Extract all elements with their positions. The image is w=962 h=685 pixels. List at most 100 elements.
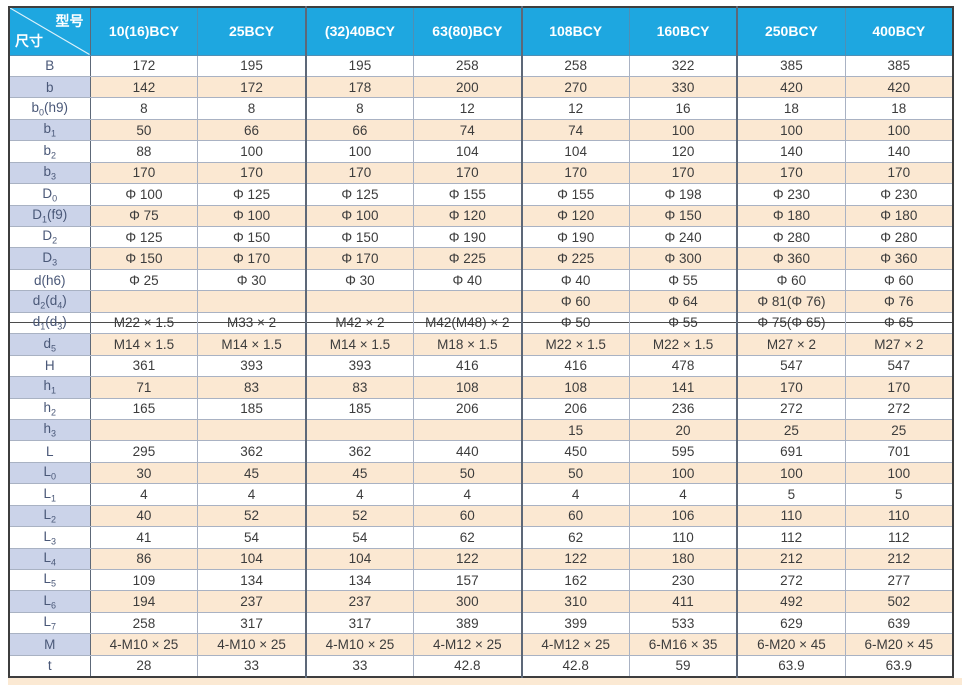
table-cell: Φ 60 xyxy=(521,290,630,313)
table-cell: 83 xyxy=(305,376,415,399)
table-cell: 258 xyxy=(413,54,523,77)
table-cell: Φ 225 xyxy=(521,247,630,270)
table-cell: 18 xyxy=(736,97,846,120)
table-row: L4 86 104 104 122 122 180 212 212 xyxy=(8,547,954,571)
table-cell: Φ 100 xyxy=(305,204,415,228)
table-row: M 4-M10 × 25 4-M10 × 25 4-M10 × 25 4-M12 × 2… xyxy=(8,633,954,656)
table-cell: Φ 120 xyxy=(521,204,630,228)
table-cell: M14 × 1.5 xyxy=(89,333,199,356)
table-cell: Φ 280 xyxy=(844,225,954,249)
table-cell: 185 xyxy=(305,397,415,420)
table-cell: 195 xyxy=(305,54,415,77)
table-cell: 109 xyxy=(89,568,199,592)
table-cell: M14 × 1.5 xyxy=(305,333,415,356)
row-label: L7 xyxy=(8,611,91,635)
table-cell: 295 xyxy=(89,440,199,463)
table-cell: 4 xyxy=(197,483,307,506)
table-row: h1 71 83 83 108 108 141 170 170 xyxy=(8,376,954,399)
table-cell: Φ 81(Φ 76) xyxy=(736,290,846,313)
table-cell: 40 xyxy=(89,504,199,528)
table-cell: 547 xyxy=(844,354,954,378)
row-label: L2 xyxy=(8,504,91,528)
table-cell: Φ 150 xyxy=(628,204,739,228)
table-row: b0(h9) 8 8 8 12 12 16 18 18 xyxy=(8,97,954,120)
table-cell: M27 × 2 xyxy=(844,333,954,356)
table-cell: 12 xyxy=(413,97,523,120)
table-cell: 629 xyxy=(736,611,846,635)
table-cell: 212 xyxy=(844,547,954,571)
table-cell: 104 xyxy=(413,140,523,163)
table-row: h3 15 20 25 25 xyxy=(8,418,954,442)
table-cell: 88 xyxy=(89,140,199,163)
table-header: 型号 尺寸 10(16)BCY 25BCY (32)40BCY 63(80)BCY 10… xyxy=(8,6,954,56)
row-label: h2 xyxy=(8,397,91,420)
table-cell: Φ 64 xyxy=(628,290,739,313)
table-cell: 60 xyxy=(521,504,630,528)
table-cell: 54 xyxy=(197,526,307,549)
table-cell: 300 xyxy=(413,590,523,613)
table-cell xyxy=(305,418,415,442)
table-cell: 122 xyxy=(413,547,523,571)
table-cell: 112 xyxy=(844,526,954,549)
table-cell: 492 xyxy=(736,590,846,613)
table-cell: Φ 180 xyxy=(736,204,846,228)
table-cell: 701 xyxy=(844,440,954,463)
table-cell: 106 xyxy=(628,504,739,528)
table-cell: 310 xyxy=(521,590,630,613)
table-cell: 4 xyxy=(521,483,630,506)
table-cell: Φ 100 xyxy=(197,204,307,228)
row-label: D0 xyxy=(8,183,91,206)
table-cell: 140 xyxy=(844,140,954,163)
table-cell: 200 xyxy=(413,75,523,99)
table-cell: Φ 155 xyxy=(521,183,630,206)
table-cell: 385 xyxy=(736,54,846,77)
table-cell: 8 xyxy=(305,97,415,120)
table-cell: 533 xyxy=(628,611,739,635)
table-cell: 50 xyxy=(89,118,199,142)
table-cell: Φ 150 xyxy=(89,247,199,270)
row-label: D1(f9) xyxy=(8,204,91,228)
table-cell: Φ 170 xyxy=(197,247,307,270)
table-cell: 25 xyxy=(844,418,954,442)
table-cell: 172 xyxy=(197,75,307,99)
table-cell: 5 xyxy=(736,483,846,506)
table-cell: Φ 55 xyxy=(628,311,739,335)
table-cell: 33 xyxy=(197,654,307,678)
table-cell: 170 xyxy=(628,161,739,185)
table-cell: Φ 75(Φ 65) xyxy=(736,311,846,335)
table-cell: M42 × 2 xyxy=(305,311,415,335)
table-cell: 165 xyxy=(89,397,199,420)
table-cell: 330 xyxy=(628,75,739,99)
table-cell xyxy=(197,418,307,442)
table-row: L7 258 317 317 389 399 533 629 639 xyxy=(8,611,954,635)
table-cell: 5 xyxy=(844,483,954,506)
row-label: L1 xyxy=(8,483,91,506)
table-cell: Φ 55 xyxy=(628,268,739,292)
table-cell: 317 xyxy=(305,611,415,635)
table-cell: 478 xyxy=(628,354,739,378)
row-label: H xyxy=(8,354,91,378)
table-cell: 420 xyxy=(844,75,954,99)
table-cell: Φ 360 xyxy=(844,247,954,270)
corner-header-cell: 型号 尺寸 xyxy=(8,6,91,56)
table-row: b3 170 170 170 170 170 170 170 170 xyxy=(8,161,954,185)
table-cell: 272 xyxy=(844,397,954,420)
table-cell: 60 xyxy=(413,504,523,528)
table-cell: 206 xyxy=(413,397,523,420)
table-cell: M14 × 1.5 xyxy=(197,333,307,356)
table-cell: 62 xyxy=(413,526,523,549)
table-row: d(h6) Φ 25 Φ 30 Φ 30 Φ 40 Φ 40 Φ 55 Φ 60 Φ 60 xyxy=(8,268,954,292)
table-row: D2 Φ 125 Φ 150 Φ 150 Φ 190 Φ 190 Φ 240 Φ 280 Φ 2… xyxy=(8,225,954,249)
table-cell: 120 xyxy=(628,140,739,163)
table-cell: 41 xyxy=(89,526,199,549)
table-cell: 100 xyxy=(628,461,739,485)
column-header-160BCY: 160BCY xyxy=(628,6,739,56)
table-cell: Φ 40 xyxy=(413,268,523,292)
table-cell: 206 xyxy=(521,397,630,420)
table-cell: 157 xyxy=(413,568,523,592)
table-cell: 170 xyxy=(413,161,523,185)
table-cell: 230 xyxy=(628,568,739,592)
table-cell: 4 xyxy=(628,483,739,506)
table-cell: 50 xyxy=(521,461,630,485)
